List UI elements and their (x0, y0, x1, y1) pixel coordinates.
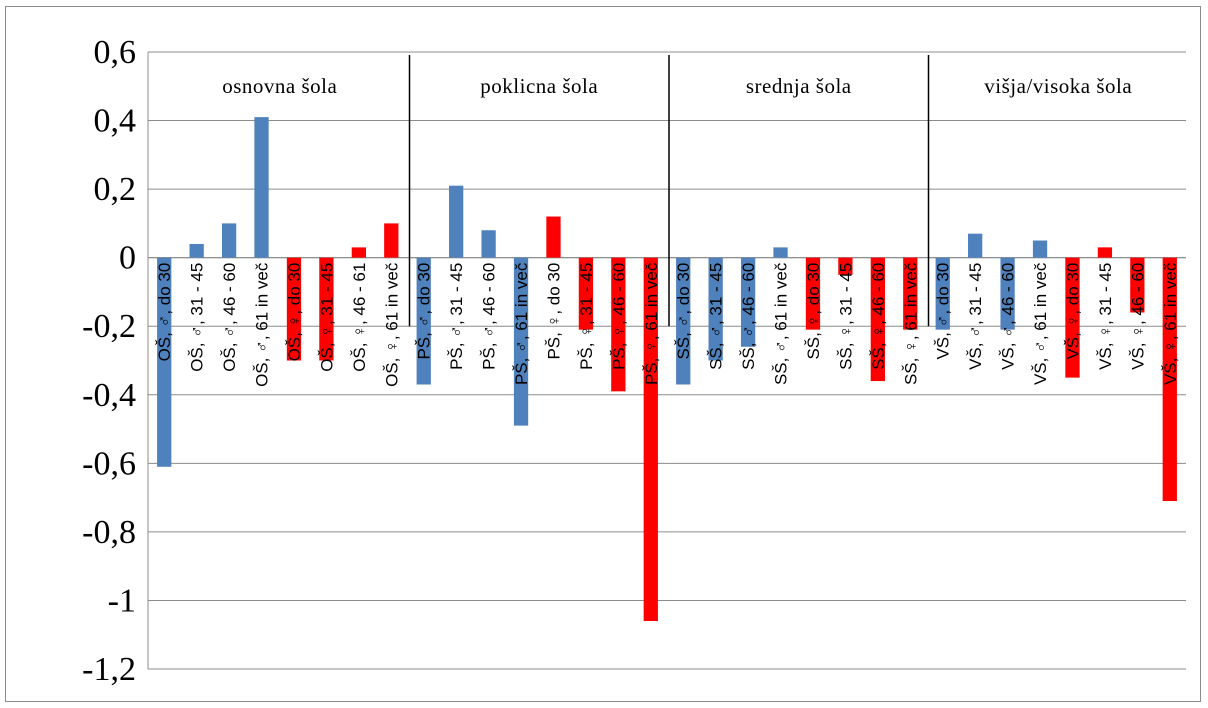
x-tick-label: OŠ, ♂, 61 in več (253, 262, 272, 387)
bar (1097, 247, 1113, 258)
x-tick-label: SŠ, ♀, 61 in več (901, 262, 920, 385)
group-label: srednja šola (746, 74, 852, 98)
bar (254, 117, 269, 258)
bar (189, 243, 204, 258)
x-tick-label: VŠ, ♂, 31 - 45 (966, 263, 985, 370)
y-axis: 0,6 0,4 0,2 0 -0,2 -0,4 -0,6 -0,8 -1 -1,2 (82, 34, 149, 688)
x-tick-label: PŠ, ♀, do 30 (544, 263, 563, 360)
x-tick-label: OŠ, ♀, 61 in več (382, 262, 401, 387)
bar (1162, 257, 1177, 502)
bar (1065, 257, 1080, 378)
bar (773, 247, 788, 258)
y-tick-label: 0,4 (94, 103, 137, 140)
x-tick-labels: OŠ, ♂, do 30 OŠ, ♂, 31 - 45 OŠ, ♂, 46 - 60… (155, 262, 1180, 387)
group-labels: osnovna šola poklicna šola srednja šola viš… (222, 74, 1132, 98)
y-tick-label: -1 (108, 582, 136, 619)
group-label: poklicna šola (480, 74, 598, 98)
group-dividers (408, 55, 930, 327)
x-tick-label: VŠ, ♂, do 30 (934, 263, 953, 360)
y-tick-label: -0,6 (82, 445, 136, 482)
x-tick-label: PŠ, ♂, do 30 (415, 263, 434, 360)
y-tick-label: -0,2 (82, 308, 136, 345)
bar (740, 257, 756, 347)
bar (676, 257, 691, 385)
x-tick-label: OŠ, ♂, 46 - 60 (220, 263, 239, 372)
x-tick-label: PŠ, ♂, 46 - 60 (480, 263, 499, 370)
bar (1130, 257, 1145, 313)
x-tick-label: OŠ, ♀, 31 - 45 (317, 263, 336, 372)
x-tick-label: VŠ, ♀, 31 - 45 (1096, 263, 1115, 370)
bars (157, 117, 1177, 622)
y-tick-label: 0 (119, 240, 136, 277)
x-tick-label: SŠ, ♂, 31 - 45 (707, 263, 726, 370)
x-tick-label: PŠ, ♂, 61 in več (512, 262, 531, 385)
bar (968, 233, 983, 258)
x-tick-label: PŠ, ♀, 61 in več (642, 262, 661, 385)
bar (708, 257, 723, 361)
x-tick-label: SŠ, ♂, 46 - 60 (739, 263, 758, 370)
bar (449, 185, 464, 258)
bar (578, 257, 594, 330)
x-tick-label: PŠ, ♀, 46 - 60 (609, 263, 628, 370)
x-tick-label: VŠ, ♂, 61 in več (1031, 262, 1050, 385)
x-tick-label: OŠ, ♀, do 30 (285, 263, 304, 362)
x-tick-label: VŠ, ♂, 46 - 60 (999, 263, 1018, 370)
x-tick-label: SŠ, ♀, do 30 (804, 263, 823, 360)
bar (286, 257, 302, 361)
bar (838, 257, 853, 275)
bar (351, 247, 366, 258)
bar (903, 257, 918, 330)
group-label: višja/visoka šola (984, 74, 1132, 98)
bar (1000, 257, 1015, 330)
x-tick-label: SŠ, ♂, 61 in več (772, 262, 791, 385)
y-tick-label: -0,4 (82, 377, 136, 414)
x-tick-label: OŠ, ♂, 31 - 45 (188, 263, 207, 372)
bar (221, 223, 237, 258)
bar (319, 257, 334, 361)
bar (611, 257, 626, 392)
bar (805, 257, 821, 330)
x-tick-label: VŠ, ♀, 46 - 60 (1128, 263, 1147, 370)
bar (416, 257, 431, 385)
bar (1032, 240, 1048, 258)
x-tick-label: SŠ, ♀, 31 - 45 (836, 263, 855, 370)
y-tick-label: -0,8 (82, 514, 136, 551)
bar (643, 257, 658, 622)
x-tick-label: VŠ, ♀, do 30 (1063, 263, 1082, 360)
group-label: osnovna šola (222, 74, 337, 98)
bar (935, 257, 950, 330)
y-tick-label: 0,2 (94, 171, 137, 208)
bar (546, 216, 561, 258)
x-tick-label: OŠ, ♀, 46 - 61 (350, 263, 369, 372)
bar (157, 257, 172, 467)
x-tick-label: VŠ, ♀, 61 in več (1161, 262, 1180, 385)
x-tick-label: OŠ, ♂, do 30 (155, 263, 174, 362)
bar-chart: 0,6 0,4 0,2 0 -0,2 -0,4 -0,6 -0,8 -1 -1,2 OŠ, ♂, … (82, 34, 1186, 688)
chart-frame: 0,6 0,4 0,2 0 -0,2 -0,4 -0,6 -0,8 -1 -1,2 OŠ, ♂, … (5, 6, 1201, 702)
x-tick-label: SŠ, ♂, do 30 (674, 263, 693, 360)
x-tick-label: PŠ, ♂, 31 - 45 (447, 263, 466, 370)
bar (870, 257, 885, 382)
x-tick-label: SŠ, ♀, 46 - 60 (869, 263, 888, 370)
bar (481, 230, 496, 258)
y-tick-label: 0,6 (94, 34, 137, 71)
bar (513, 257, 529, 426)
bar (384, 223, 399, 258)
y-tick-label: -1,2 (82, 651, 136, 688)
x-tick-label: PŠ, ♀, 31 - 45 (577, 263, 596, 370)
